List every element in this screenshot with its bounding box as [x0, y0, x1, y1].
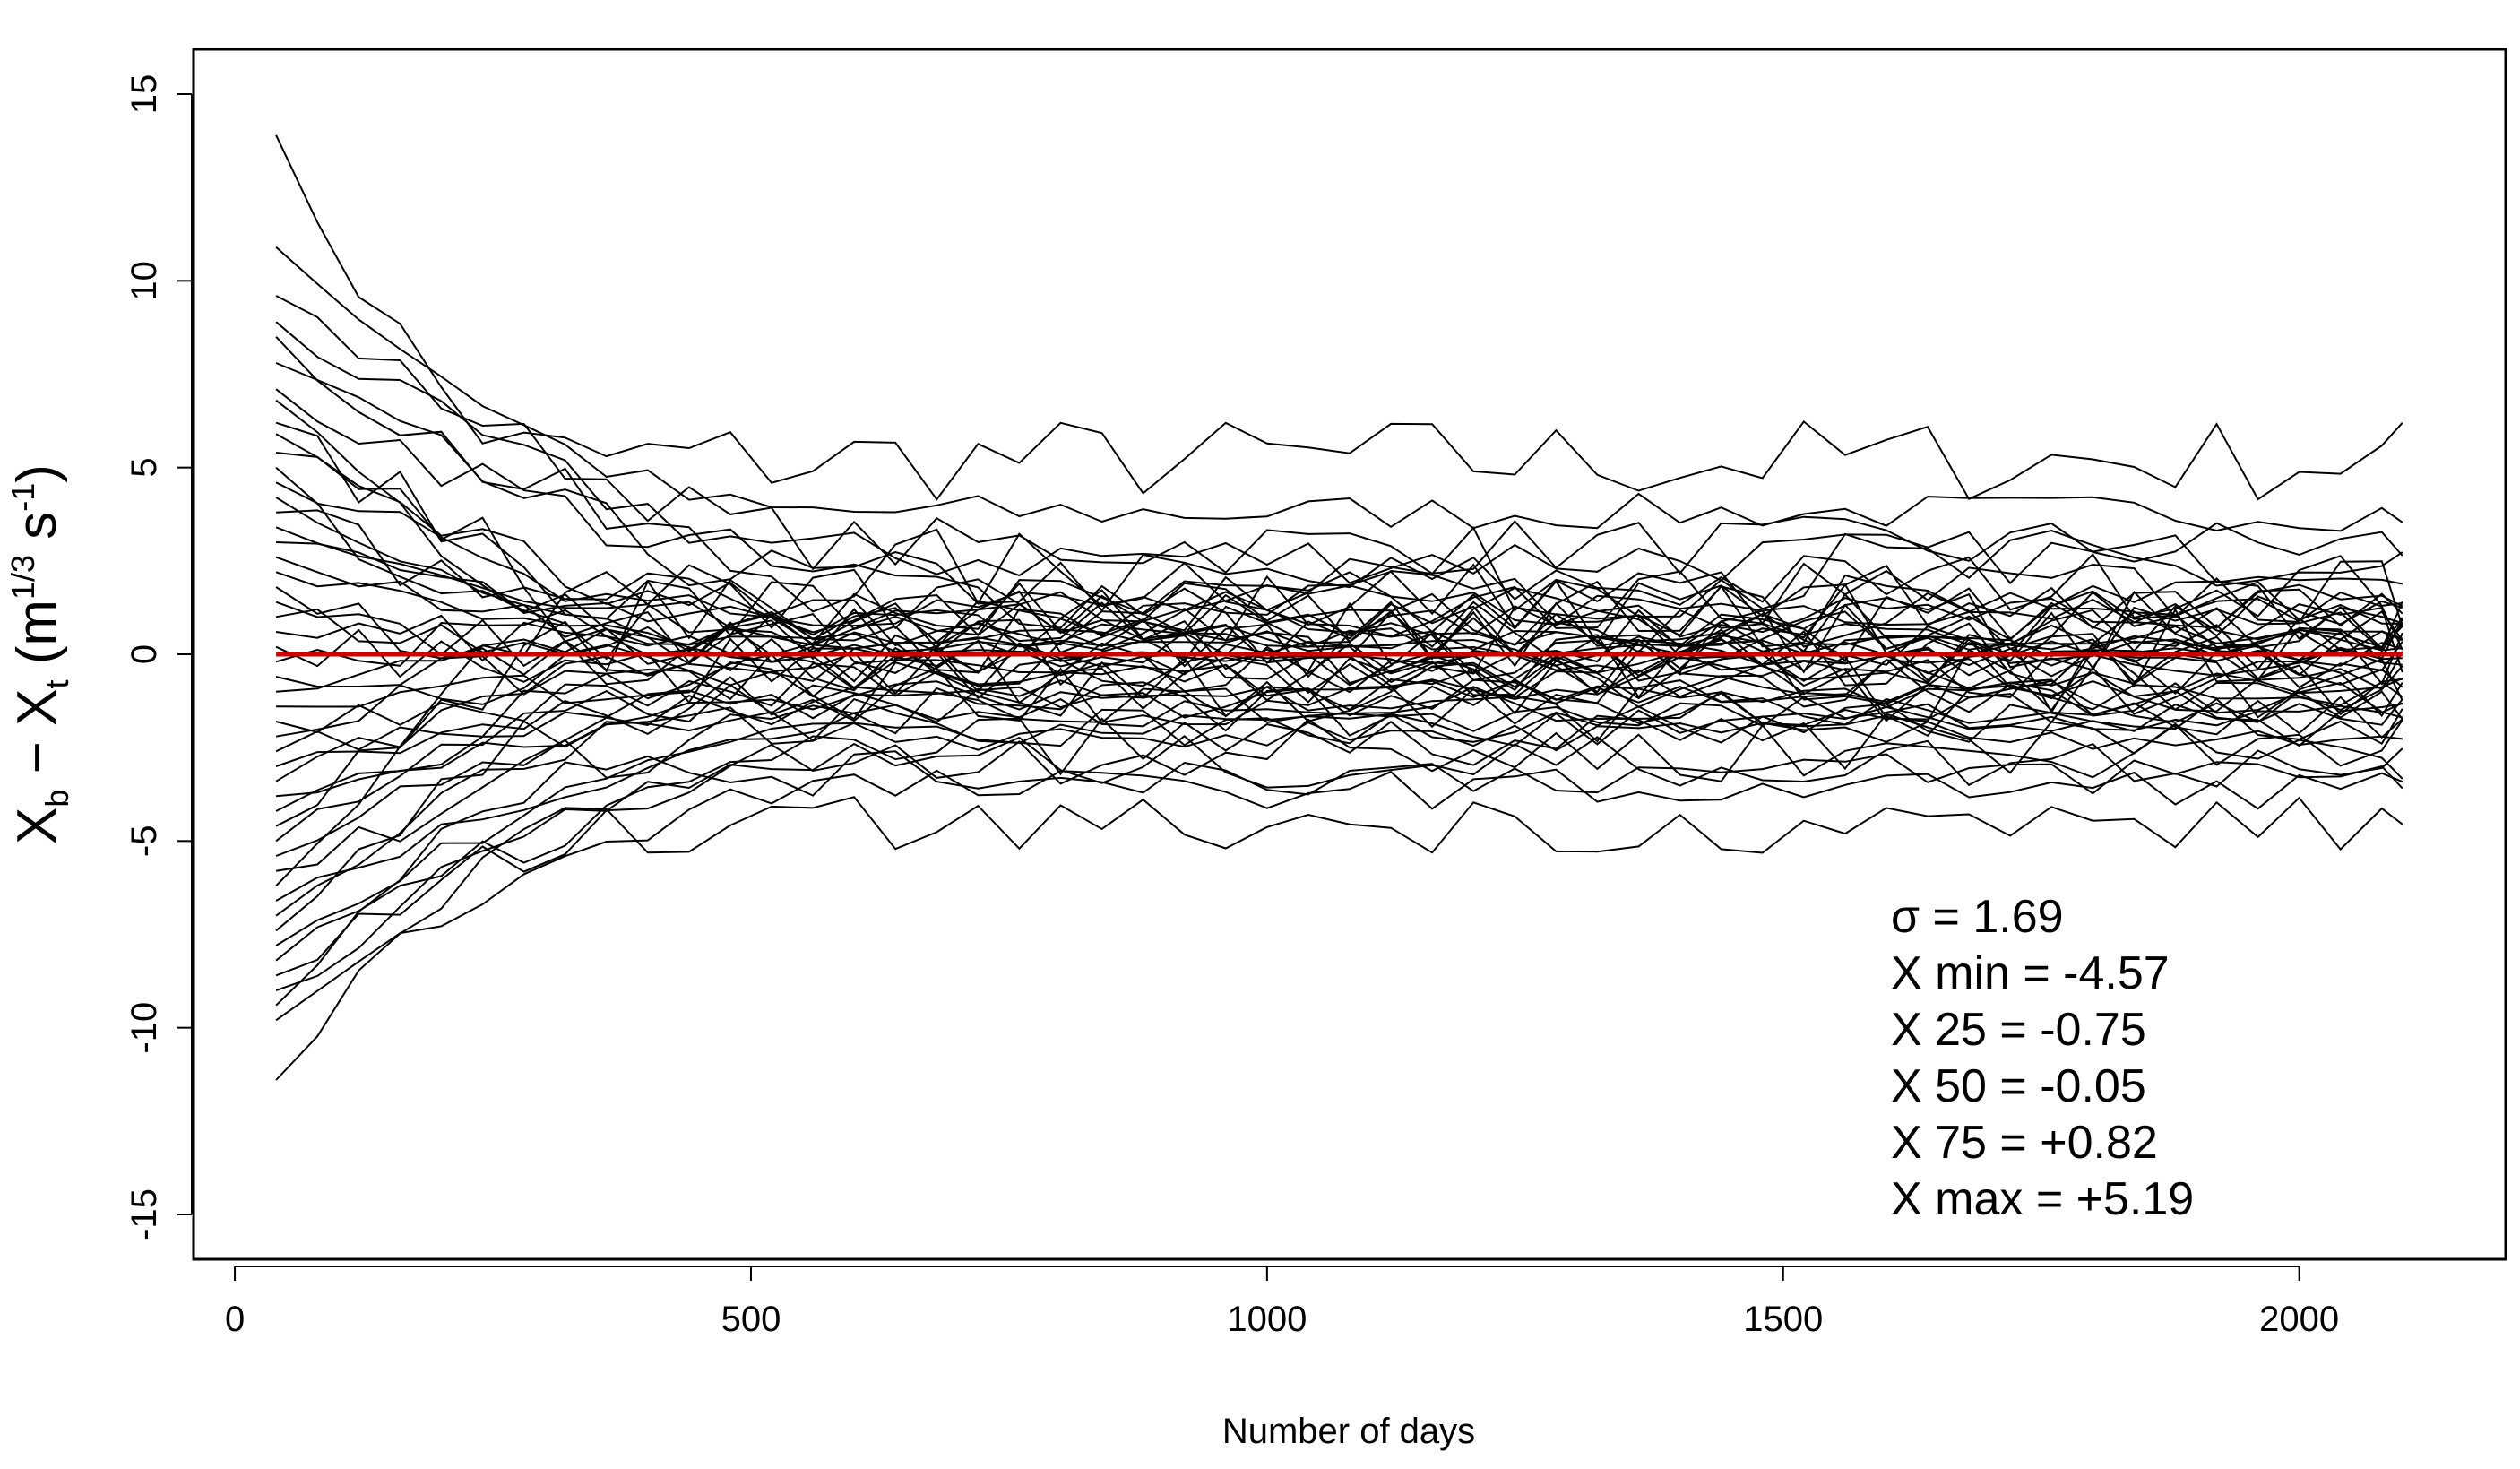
plot-frame: [192, 48, 2507, 1261]
ylabel-middle: − X: [6, 689, 68, 790]
x-axis-title: Number of days: [1222, 1412, 1475, 1451]
series-line: [276, 623, 2403, 693]
series-line: [275, 696, 2403, 902]
series-line: [275, 246, 2403, 532]
stat-xmax: X max = +5.19: [1891, 1173, 2194, 1225]
series-line: [275, 796, 2403, 1081]
ylabel-sup2: -1: [4, 483, 41, 512]
x-tick-label: 2000: [2259, 1300, 2339, 1339]
stat-x50: X 50 = -0.05: [1891, 1060, 2146, 1112]
x-tick-label: 0: [225, 1300, 245, 1339]
x-tick-label: 1000: [1227, 1300, 1307, 1339]
series-line: [275, 721, 2403, 946]
y-tick-label: 5: [125, 458, 164, 478]
x-tick-label: 1500: [1743, 1300, 1823, 1339]
series-line: [275, 735, 2403, 991]
series-line: [275, 703, 2403, 932]
series-line: [275, 678, 2403, 812]
ylabel-close: ): [6, 464, 68, 483]
series-line: [276, 680, 2403, 798]
ylabel-sub2: t: [39, 680, 75, 689]
series-line: [275, 718, 2403, 977]
y-axis-title: Xb − Xt (m1/3 s-1): [4, 464, 75, 844]
stats-annotation: σ = 1.69 X min = -4.57 X 25 = -0.75 X 50…: [1891, 891, 2194, 1225]
series-line: [275, 750, 2403, 1007]
stat-x25: X 25 = -0.75: [1891, 1004, 2146, 1056]
series-line: [275, 564, 2403, 886]
series-line: [275, 321, 2403, 585]
stat-xmin: X min = -4.57: [1891, 947, 2170, 999]
series-line: [275, 768, 2403, 1022]
ylabel-sub1: b: [39, 790, 75, 808]
series-line: [275, 466, 2403, 674]
series-line: [275, 580, 2403, 738]
y-tick-label: 15: [125, 74, 164, 115]
x-tick-label: 500: [721, 1300, 781, 1339]
y-tick-label: -15: [125, 1188, 164, 1240]
series-line: [275, 610, 2403, 682]
series-line: [275, 336, 2403, 618]
y-tick-label: 10: [125, 261, 164, 301]
ylabel-sup1: 1/3: [4, 555, 41, 600]
series-line: [275, 295, 2403, 575]
stat-x75: X 75 = +0.82: [1891, 1117, 2158, 1169]
y-tick-label: -5: [125, 825, 164, 858]
y-tick-label: 0: [125, 644, 164, 664]
series-line: [275, 713, 2403, 962]
ylabel-mid2: s: [6, 512, 68, 555]
ylabel-base1: X: [6, 808, 68, 844]
series-line: [275, 586, 2403, 695]
x-axis: 0 500 1000 1500 2000: [225, 1266, 2339, 1339]
ylabel-open: (m: [6, 600, 68, 680]
series-line: [275, 660, 2403, 767]
series-line: [275, 362, 2403, 619]
y-axis: -15 -10 -5 0 5 10 15: [125, 74, 193, 1240]
series-line: [275, 134, 2403, 501]
stat-sigma: σ = 1.69: [1891, 891, 2064, 943]
series-line: [275, 601, 2403, 677]
y-tick-label: -10: [125, 1002, 164, 1054]
series-line: [275, 593, 2403, 782]
series-line: [275, 569, 2403, 827]
